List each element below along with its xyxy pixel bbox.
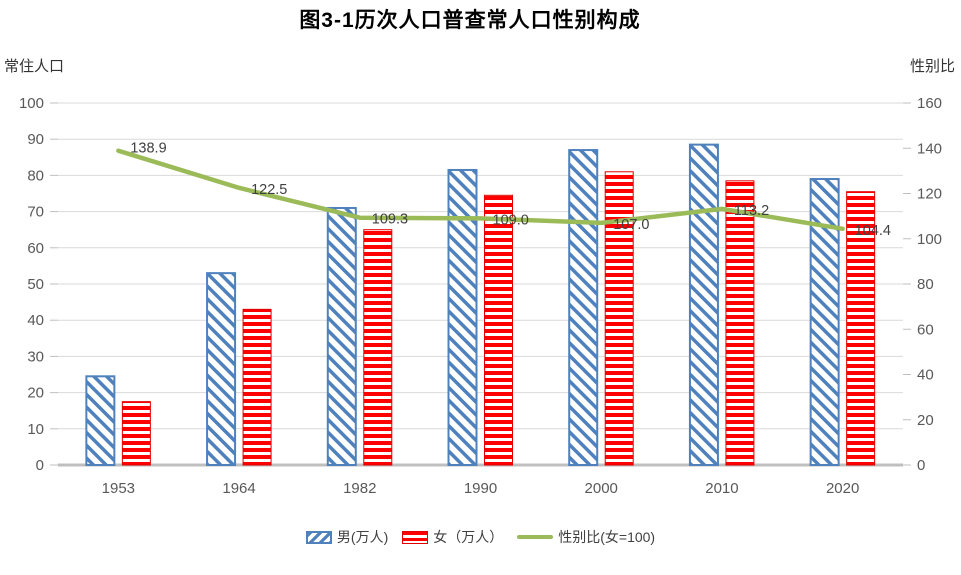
- right-axis-tick-label: 120: [917, 186, 942, 203]
- right-axis-tick-label: 0: [917, 457, 925, 474]
- bar-male: [688, 143, 719, 466]
- bar-male: [447, 168, 478, 466]
- ratio-data-label: 138.9: [130, 141, 166, 157]
- ratio-data-label: 113.2: [734, 203, 769, 219]
- left-axis-tick-label: 60: [27, 240, 44, 257]
- left-axis-tick-label: 70: [27, 204, 44, 221]
- left-axis-tick-label: 50: [27, 276, 44, 293]
- right-axis-tick-label: 160: [917, 95, 942, 112]
- x-axis-label: 1964: [222, 480, 255, 497]
- left-axis-tick-label: 30: [27, 348, 44, 365]
- bar-female: [484, 194, 513, 466]
- right-axis-tick-label: 40: [917, 367, 934, 384]
- legend-label-male: 男(万人): [336, 529, 389, 545]
- bar-male: [568, 149, 599, 466]
- right-axis-tick-label: 60: [917, 321, 934, 338]
- left-axis-title: 常住人口: [4, 58, 65, 75]
- legend-item-female: 女（万人）: [402, 527, 503, 547]
- bar-female: [604, 171, 634, 466]
- ratio-data-label: 109.3: [372, 212, 408, 228]
- right-axis-tick-label: 80: [917, 276, 934, 293]
- legend-label-ratio: 性别比(女=100): [558, 529, 656, 545]
- ratio-line: [116, 148, 845, 232]
- x-axis-label: 2000: [585, 480, 618, 497]
- bar-female: [725, 180, 755, 466]
- left-axis-tick-label: 0: [36, 457, 44, 474]
- chart-title: 图3-1历次人口普查常人口性别构成: [299, 9, 641, 32]
- bar-male: [326, 206, 357, 466]
- male-bar-swatch-icon: [305, 530, 332, 544]
- bar-female: [121, 401, 151, 466]
- female-bar-swatch-icon: [402, 530, 429, 544]
- x-axis-label: 1982: [343, 480, 376, 497]
- left-axis-tick-label: 90: [27, 131, 44, 148]
- plot-area: 0 10 20 30 40 50 60 70 80 90 100 0 20 40 60 80 100 120 140…: [19, 95, 942, 497]
- left-axis-tick-label: 10: [27, 421, 44, 438]
- right-axis-tick-label: 100: [917, 231, 942, 248]
- left-axis-tick-label: 100: [19, 95, 44, 112]
- bar-male: [809, 178, 840, 467]
- bar-male: [206, 272, 237, 467]
- bar-female: [242, 308, 272, 466]
- legend-label-female: 女（万人）: [433, 529, 504, 545]
- bar-male: [85, 375, 116, 466]
- right-axis-tick-label: 20: [917, 412, 934, 429]
- ratio-data-label: 109.0: [493, 212, 529, 228]
- x-axis-label: 1990: [464, 480, 497, 497]
- ratio-data-label: 104.4: [855, 223, 891, 239]
- x-axis-label: 2010: [705, 480, 738, 497]
- x-axis-label: 2020: [826, 480, 859, 497]
- right-axis-tick-label: 140: [917, 140, 942, 157]
- legend-item-male: 男(万人): [305, 527, 389, 547]
- ratio-line-swatch-icon: [517, 535, 554, 539]
- x-axis-label: 1953: [102, 480, 135, 497]
- left-axis-tick-label: 40: [27, 312, 44, 329]
- ratio-data-label: 107.0: [613, 217, 649, 233]
- bar-female: [363, 229, 393, 466]
- legend: 男(万人) 女（万人） 性别比(女=100): [0, 524, 961, 550]
- bar-female: [846, 191, 876, 466]
- right-axis-title: 性别比: [909, 58, 955, 75]
- ratio-data-label: 122.5: [251, 182, 287, 198]
- legend-item-ratio: 性别比(女=100): [517, 527, 655, 547]
- left-axis-tick-label: 20: [27, 385, 44, 402]
- left-axis-tick-label: 80: [27, 167, 44, 184]
